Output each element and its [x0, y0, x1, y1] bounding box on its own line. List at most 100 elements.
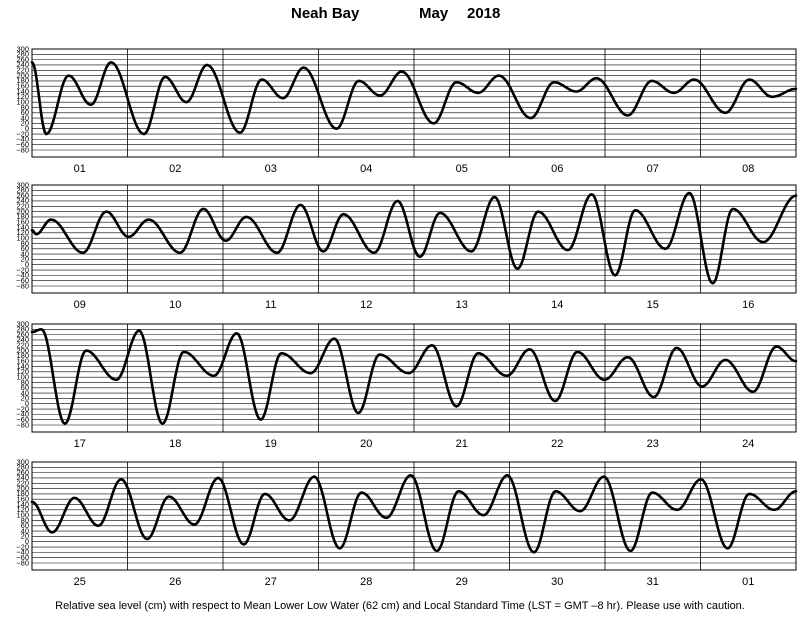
y-tick-label: −80 [16, 281, 29, 290]
y-tick-label: −20 [16, 265, 29, 274]
chart-title: Neah Bay May 2018 [0, 5, 800, 27]
y-tick-label: −20 [16, 404, 29, 413]
panel-frame [31, 461, 797, 571]
y-tick-label: 280 [16, 50, 29, 59]
footer-note: Relative sea level (cm) with respect to … [55, 600, 745, 612]
y-tick-label: 280 [16, 186, 29, 195]
y-tick-label: 180 [16, 489, 29, 498]
y-tick-label: −80 [16, 145, 29, 154]
y-tick-label: 100 [16, 372, 29, 381]
day-label: 30 [551, 576, 563, 588]
y-tick-label: 60 [21, 108, 29, 117]
day-label: 17 [74, 438, 86, 450]
y-tick-label: 200 [16, 484, 29, 493]
day-label: 01 [74, 163, 86, 175]
y-tick-label: 200 [16, 346, 29, 355]
day-label: 22 [551, 438, 563, 450]
panel-frame [31, 48, 797, 158]
day-label: 21 [456, 438, 468, 450]
y-tick-label: −60 [16, 140, 29, 149]
y-tick-label: 60 [21, 383, 29, 392]
y-tick-label: 120 [16, 92, 29, 101]
y-tick-label: 80 [21, 239, 29, 248]
y-tick-label: −20 [16, 542, 29, 551]
y-tick-label: 260 [16, 330, 29, 339]
day-label: 20 [360, 438, 372, 450]
day-label: 27 [265, 576, 277, 588]
day-label: 05 [456, 163, 468, 175]
day-label: 02 [169, 163, 181, 175]
y-tick-label: 240 [16, 196, 29, 205]
day-label: 06 [551, 163, 563, 175]
day-label: 15 [647, 299, 659, 311]
day-label: 04 [360, 163, 372, 175]
y-tick-label: −60 [16, 276, 29, 285]
y-tick-label: −20 [16, 129, 29, 138]
day-label: 03 [265, 163, 277, 175]
day-label: 07 [647, 163, 659, 175]
y-tick-label: 100 [16, 510, 29, 519]
y-tick-label: 220 [16, 66, 29, 75]
y-tick-label: 160 [16, 218, 29, 227]
y-tick-label: 260 [16, 468, 29, 477]
y-tick-label: −80 [16, 558, 29, 567]
y-tick-label: −40 [16, 410, 29, 419]
day-label: 28 [360, 576, 372, 588]
day-label: 16 [742, 299, 754, 311]
y-tick-label: 40 [21, 388, 29, 397]
tide-curve [30, 61, 798, 136]
y-tick-label: 80 [21, 516, 29, 525]
y-tick-label: 20 [21, 119, 29, 128]
y-tick-label: 40 [21, 526, 29, 535]
day-label: 14 [551, 299, 563, 311]
y-tick-label: 260 [16, 55, 29, 64]
y-tick-label: 240 [16, 335, 29, 344]
y-tick-label: 0 [25, 399, 29, 408]
y-tick-label: 180 [16, 351, 29, 360]
title-month: May [419, 5, 449, 22]
day-label: 13 [456, 299, 468, 311]
y-tick-label: −40 [16, 548, 29, 557]
y-tick-label: 240 [16, 473, 29, 482]
y-tick-label: 300 [16, 44, 29, 53]
y-tick-label: 140 [16, 223, 29, 232]
y-tick-label: 100 [16, 97, 29, 106]
day-label: 01 [742, 576, 754, 588]
y-tick-label: 220 [16, 479, 29, 488]
y-tick-label: 220 [16, 341, 29, 350]
y-tick-label: 300 [16, 457, 29, 466]
y-tick-label: 280 [16, 325, 29, 334]
day-label: 25 [74, 576, 86, 588]
y-tick-label: 0 [25, 124, 29, 133]
day-label: 26 [169, 576, 181, 588]
y-tick-label: 180 [16, 212, 29, 221]
tide-curve [30, 191, 798, 285]
y-tick-label: 80 [21, 378, 29, 387]
y-tick-label: 20 [21, 394, 29, 403]
y-tick-label: 140 [16, 87, 29, 96]
y-tick-label: 40 [21, 249, 29, 258]
y-tick-label: 120 [16, 367, 29, 376]
day-label: 29 [456, 576, 468, 588]
y-tick-label: −40 [16, 271, 29, 280]
y-tick-label: 300 [16, 180, 29, 189]
y-tick-label: −60 [16, 415, 29, 424]
y-tick-label: 180 [16, 76, 29, 85]
y-tick-label: 240 [16, 60, 29, 69]
y-tick-label: 220 [16, 202, 29, 211]
tide-curve [30, 474, 798, 554]
y-tick-label: 0 [25, 260, 29, 269]
panel-frame [31, 323, 797, 433]
y-tick-label: −80 [16, 420, 29, 429]
title-year: 2018 [467, 5, 501, 22]
day-label: 24 [742, 438, 754, 450]
y-tick-label: 80 [21, 103, 29, 112]
y-tick-label: 40 [21, 113, 29, 122]
y-tick-label: 140 [16, 362, 29, 371]
station-name: Neah Bay [291, 5, 360, 22]
panel-frame [31, 184, 797, 294]
day-label: 11 [265, 299, 276, 311]
y-tick-label: 0 [25, 537, 29, 546]
y-tick-label: 160 [16, 357, 29, 366]
y-tick-label: 60 [21, 244, 29, 253]
